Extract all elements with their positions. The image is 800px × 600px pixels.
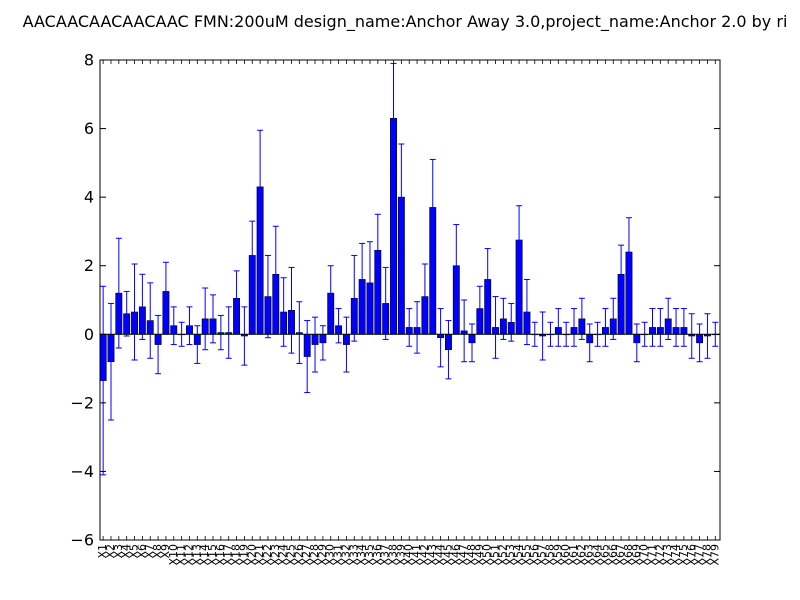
x-tick-label: X54: [512, 544, 525, 566]
x-tick-label: X7: [143, 544, 156, 559]
x-tick-label: X24: [277, 544, 290, 566]
y-tick-label: 4: [84, 188, 94, 207]
x-tick-label: X68: [622, 544, 635, 566]
error-bars-group: [100, 62, 719, 476]
y-tick-label: −4: [70, 462, 94, 481]
x-tick-label: X57: [536, 544, 549, 566]
y-tick-label: 0: [84, 325, 94, 344]
x-tick-label: X56: [528, 544, 541, 566]
x-tick-label: X3: [112, 544, 125, 559]
x-tick-label: X76: [685, 544, 698, 566]
x-tick-label: X72: [653, 544, 666, 566]
x-tick-label: X45: [441, 544, 454, 566]
x-tick-label: X21: [253, 544, 266, 566]
x-tick-label: X11: [175, 544, 188, 566]
x-tick-label: X4: [120, 544, 133, 559]
x-tick-label: X60: [559, 544, 572, 566]
x-tick-label: X22: [261, 544, 274, 566]
x-tick-label: X28: [308, 544, 321, 566]
x-tick-label: X77: [693, 544, 706, 566]
x-tick-label: X47: [457, 544, 470, 566]
x-tick-label: X65: [598, 544, 611, 566]
x-tick-label: X17: [222, 544, 235, 566]
x-tick-label: X37: [379, 544, 392, 566]
y-tick-label: 8: [84, 51, 94, 70]
x-tick-label: X6: [135, 544, 148, 559]
x-tick-label: X31: [332, 544, 345, 566]
x-tick-label: X62: [575, 544, 588, 566]
x-axis-ticks: X1X2X3X4X5X6X7X8X9X10X11X12X13X14X15X16X…: [96, 60, 721, 566]
y-tick-label: 2: [84, 256, 94, 275]
x-tick-label: X25: [284, 544, 297, 566]
x-tick-label: X69: [630, 544, 643, 566]
y-tick-label: 6: [84, 119, 94, 138]
x-tick-label: X43: [426, 544, 439, 566]
x-tick-label: X35: [363, 544, 376, 566]
x-tick-label: X66: [606, 544, 619, 566]
x-tick-label: X49: [473, 544, 486, 566]
x-tick-label: X50: [481, 544, 494, 566]
x-tick-label: X30: [324, 544, 337, 566]
x-tick-label: X27: [300, 544, 313, 566]
x-tick-label: X67: [614, 544, 627, 566]
y-tick-label: −6: [70, 531, 94, 550]
x-tick-label: X1: [96, 544, 109, 559]
x-tick-label: X16: [214, 544, 227, 566]
x-tick-label: X23: [269, 544, 282, 566]
x-tick-label: X52: [496, 544, 509, 566]
x-tick-label: X40: [402, 544, 415, 566]
x-tick-label: X75: [677, 544, 690, 566]
x-tick-label: X59: [551, 544, 564, 566]
x-tick-label: X74: [669, 544, 682, 566]
x-tick-label: X63: [583, 544, 596, 566]
x-tick-label: X48: [465, 544, 478, 566]
x-tick-label: X64: [591, 544, 604, 566]
x-tick-label: X33: [347, 544, 360, 566]
x-tick-label: X41: [410, 544, 423, 566]
x-tick-label: X19: [237, 544, 250, 566]
x-tick-label: X73: [661, 544, 674, 566]
x-tick-label: X78: [700, 544, 713, 566]
x-tick-label: X70: [638, 544, 651, 566]
x-tick-label: X15: [206, 544, 219, 566]
plot-frame: [99, 59, 721, 541]
x-tick-label: X42: [418, 544, 431, 566]
x-tick-label: X12: [182, 544, 195, 566]
x-tick-label: X36: [371, 544, 384, 566]
x-tick-label: X39: [394, 544, 407, 566]
axes-group: [99, 59, 721, 541]
x-tick-label: X29: [316, 544, 329, 566]
x-tick-label: X79: [708, 544, 721, 566]
x-tick-label: X13: [190, 544, 203, 566]
x-tick-label: X51: [489, 544, 502, 566]
x-tick-label: X9: [159, 544, 172, 559]
x-tick-label: X8: [151, 544, 164, 559]
x-tick-label: X53: [504, 544, 517, 566]
x-tick-label: X26: [292, 544, 305, 566]
x-tick-label: X46: [449, 544, 462, 566]
x-tick-label: X61: [567, 544, 580, 566]
y-axis-ticks: −6 −4 −2 0 2 4 6 8: [70, 51, 720, 550]
x-tick-label: X32: [339, 544, 352, 566]
y-tick-label: −2: [70, 393, 94, 412]
x-tick-label: X38: [387, 544, 400, 566]
x-tick-label: X10: [167, 544, 180, 566]
x-tick-label: X58: [543, 544, 556, 566]
x-tick-label: X18: [230, 544, 243, 566]
x-tick-label: X5: [128, 544, 141, 559]
x-tick-label: X2: [104, 544, 117, 559]
x-tick-label: X44: [434, 544, 447, 566]
chart-title: AACAACAACAACAAC FMN:200uM design_name:An…: [23, 12, 788, 32]
x-tick-label: X55: [520, 544, 533, 566]
x-tick-label: X71: [646, 544, 659, 566]
x-tick-label: X34: [355, 544, 368, 566]
x-tick-label: X14: [198, 544, 211, 566]
x-tick-label: X20: [245, 544, 258, 566]
